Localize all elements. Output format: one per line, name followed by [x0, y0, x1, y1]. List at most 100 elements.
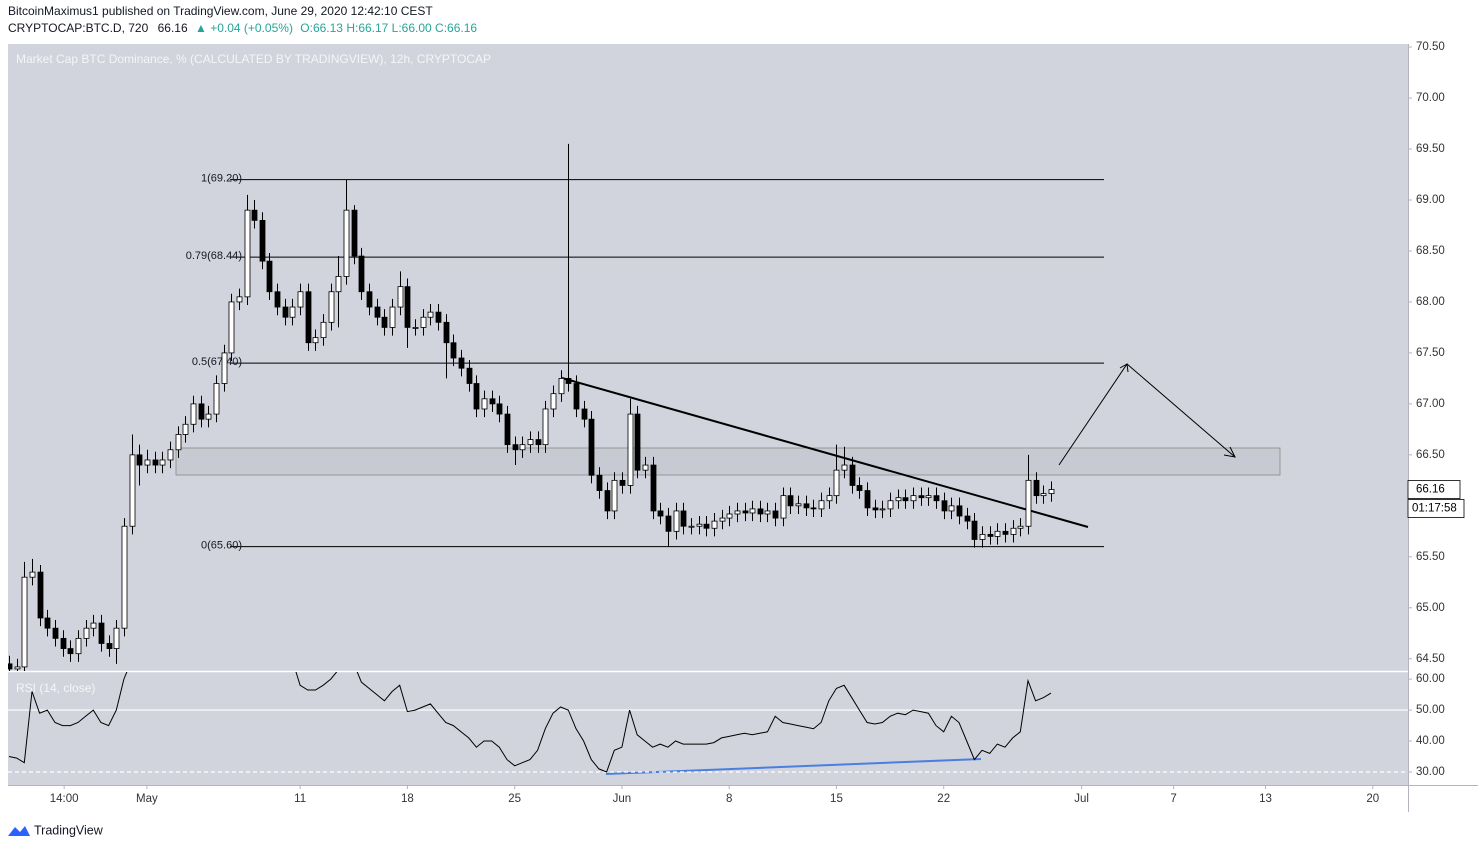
x-tick-label: 18 — [401, 793, 414, 805]
candle-body — [305, 291, 312, 344]
y-tick-label: 65.00 — [1416, 602, 1445, 614]
chart-title: Market Cap BTC Dominance, % (CALCULATED … — [16, 52, 491, 66]
candle-body — [404, 286, 411, 328]
candle-body — [427, 311, 434, 318]
candle-body — [650, 464, 657, 512]
candle-body — [588, 418, 595, 476]
price-tag-box — [1407, 480, 1461, 499]
candle-body — [604, 490, 611, 512]
candle-body — [335, 276, 342, 293]
fib-label: 0.5(67.40) — [192, 356, 242, 368]
candle-body — [803, 503, 810, 509]
candle-body — [320, 321, 327, 339]
rsi-plot — [8, 672, 1408, 773]
y-tick-label: 64.50 — [1416, 653, 1445, 665]
candle-body — [619, 479, 626, 486]
candle-body — [14, 666, 21, 670]
candle-body — [312, 337, 319, 344]
candle-body — [665, 515, 672, 532]
candle-body — [818, 500, 825, 510]
brand: TradingView — [34, 823, 104, 837]
candle-body — [358, 255, 365, 293]
candle-body — [780, 495, 787, 519]
candle-body — [565, 377, 572, 384]
fib-label: 1(69.20) — [201, 173, 242, 185]
candle-body — [550, 393, 557, 410]
candle-body — [443, 321, 450, 344]
symbol: CRYPTOCAP:BTC.D, 720 — [8, 21, 149, 35]
candle-body — [8, 663, 13, 670]
candle-body — [381, 316, 388, 328]
candle-body — [458, 357, 465, 369]
candle-body — [1017, 525, 1024, 529]
candle-body — [121, 525, 128, 629]
candle-body — [351, 209, 358, 257]
ohlc: O:66.13 H:66.17 L:66.00 C:66.16 — [300, 21, 477, 35]
change: ▲ +0.04 (+0.05%) — [195, 21, 293, 35]
candle-body — [205, 413, 212, 420]
rsi-title: RSI (14, close) — [16, 681, 95, 695]
candle-body — [902, 497, 909, 502]
y-tick-label: 65.50 — [1416, 551, 1445, 563]
arrow-head — [1119, 363, 1129, 373]
tv-logo — [8, 826, 30, 836]
candle-body — [136, 454, 143, 466]
candle-body — [872, 507, 879, 511]
candle-body — [596, 474, 603, 491]
candle-body — [182, 423, 189, 435]
candle-body — [374, 306, 381, 318]
candle-body — [512, 444, 519, 451]
y-tick-label: 68.50 — [1416, 245, 1445, 257]
candle-body — [244, 209, 251, 298]
x-tick-label: 11 — [294, 793, 306, 805]
candle-body — [688, 525, 695, 528]
fib-label: 0.79(68.44) — [186, 250, 242, 262]
candle-body — [397, 286, 404, 308]
x-tick-label: 25 — [508, 793, 521, 805]
candle-body — [1010, 527, 1017, 535]
candle-body — [856, 485, 863, 491]
candle-body — [925, 495, 932, 499]
rsi-line — [8, 672, 1052, 773]
candle-body — [1033, 479, 1040, 497]
candle-body — [826, 495, 833, 502]
y-tick-label: 40.00 — [1416, 735, 1445, 747]
candle-body — [1048, 489, 1055, 495]
x-tick-label: 15 — [830, 793, 843, 805]
price-tag: 66.16 — [1416, 484, 1445, 496]
candle-body — [833, 469, 840, 497]
candle-body — [52, 627, 59, 639]
y-tick-label: 70.00 — [1416, 92, 1445, 104]
candle-body — [841, 464, 848, 471]
x-tick-label: 8 — [726, 793, 732, 805]
candle-body — [964, 515, 971, 522]
candle-body — [343, 209, 350, 277]
candle-body — [535, 439, 542, 446]
candle-body — [90, 622, 97, 629]
candle-body — [190, 403, 197, 425]
candle-body — [642, 464, 649, 471]
candle-body — [489, 398, 496, 405]
candle-body — [573, 383, 580, 410]
x-tick-label: 14:00 — [50, 793, 79, 805]
candle-body — [810, 507, 817, 510]
resistance-zone — [175, 447, 1281, 476]
candle-body — [734, 510, 741, 515]
y-tick-label: 68.00 — [1416, 296, 1445, 308]
candle-body — [21, 576, 28, 668]
candle-body — [719, 517, 726, 522]
arrow-head — [1223, 446, 1236, 458]
candle-body — [611, 479, 618, 512]
candle-body — [251, 209, 258, 221]
x-tick-label: 20 — [1366, 793, 1379, 805]
price: 66.16 — [158, 21, 188, 35]
candle-body — [328, 291, 335, 323]
candle-body — [450, 342, 457, 359]
candle-body — [627, 413, 634, 486]
candle-body — [787, 495, 794, 507]
candle-body — [113, 627, 120, 649]
candle-body — [175, 434, 182, 451]
candle-body — [864, 490, 871, 509]
candle-body — [213, 383, 220, 415]
candle-body — [971, 520, 978, 540]
